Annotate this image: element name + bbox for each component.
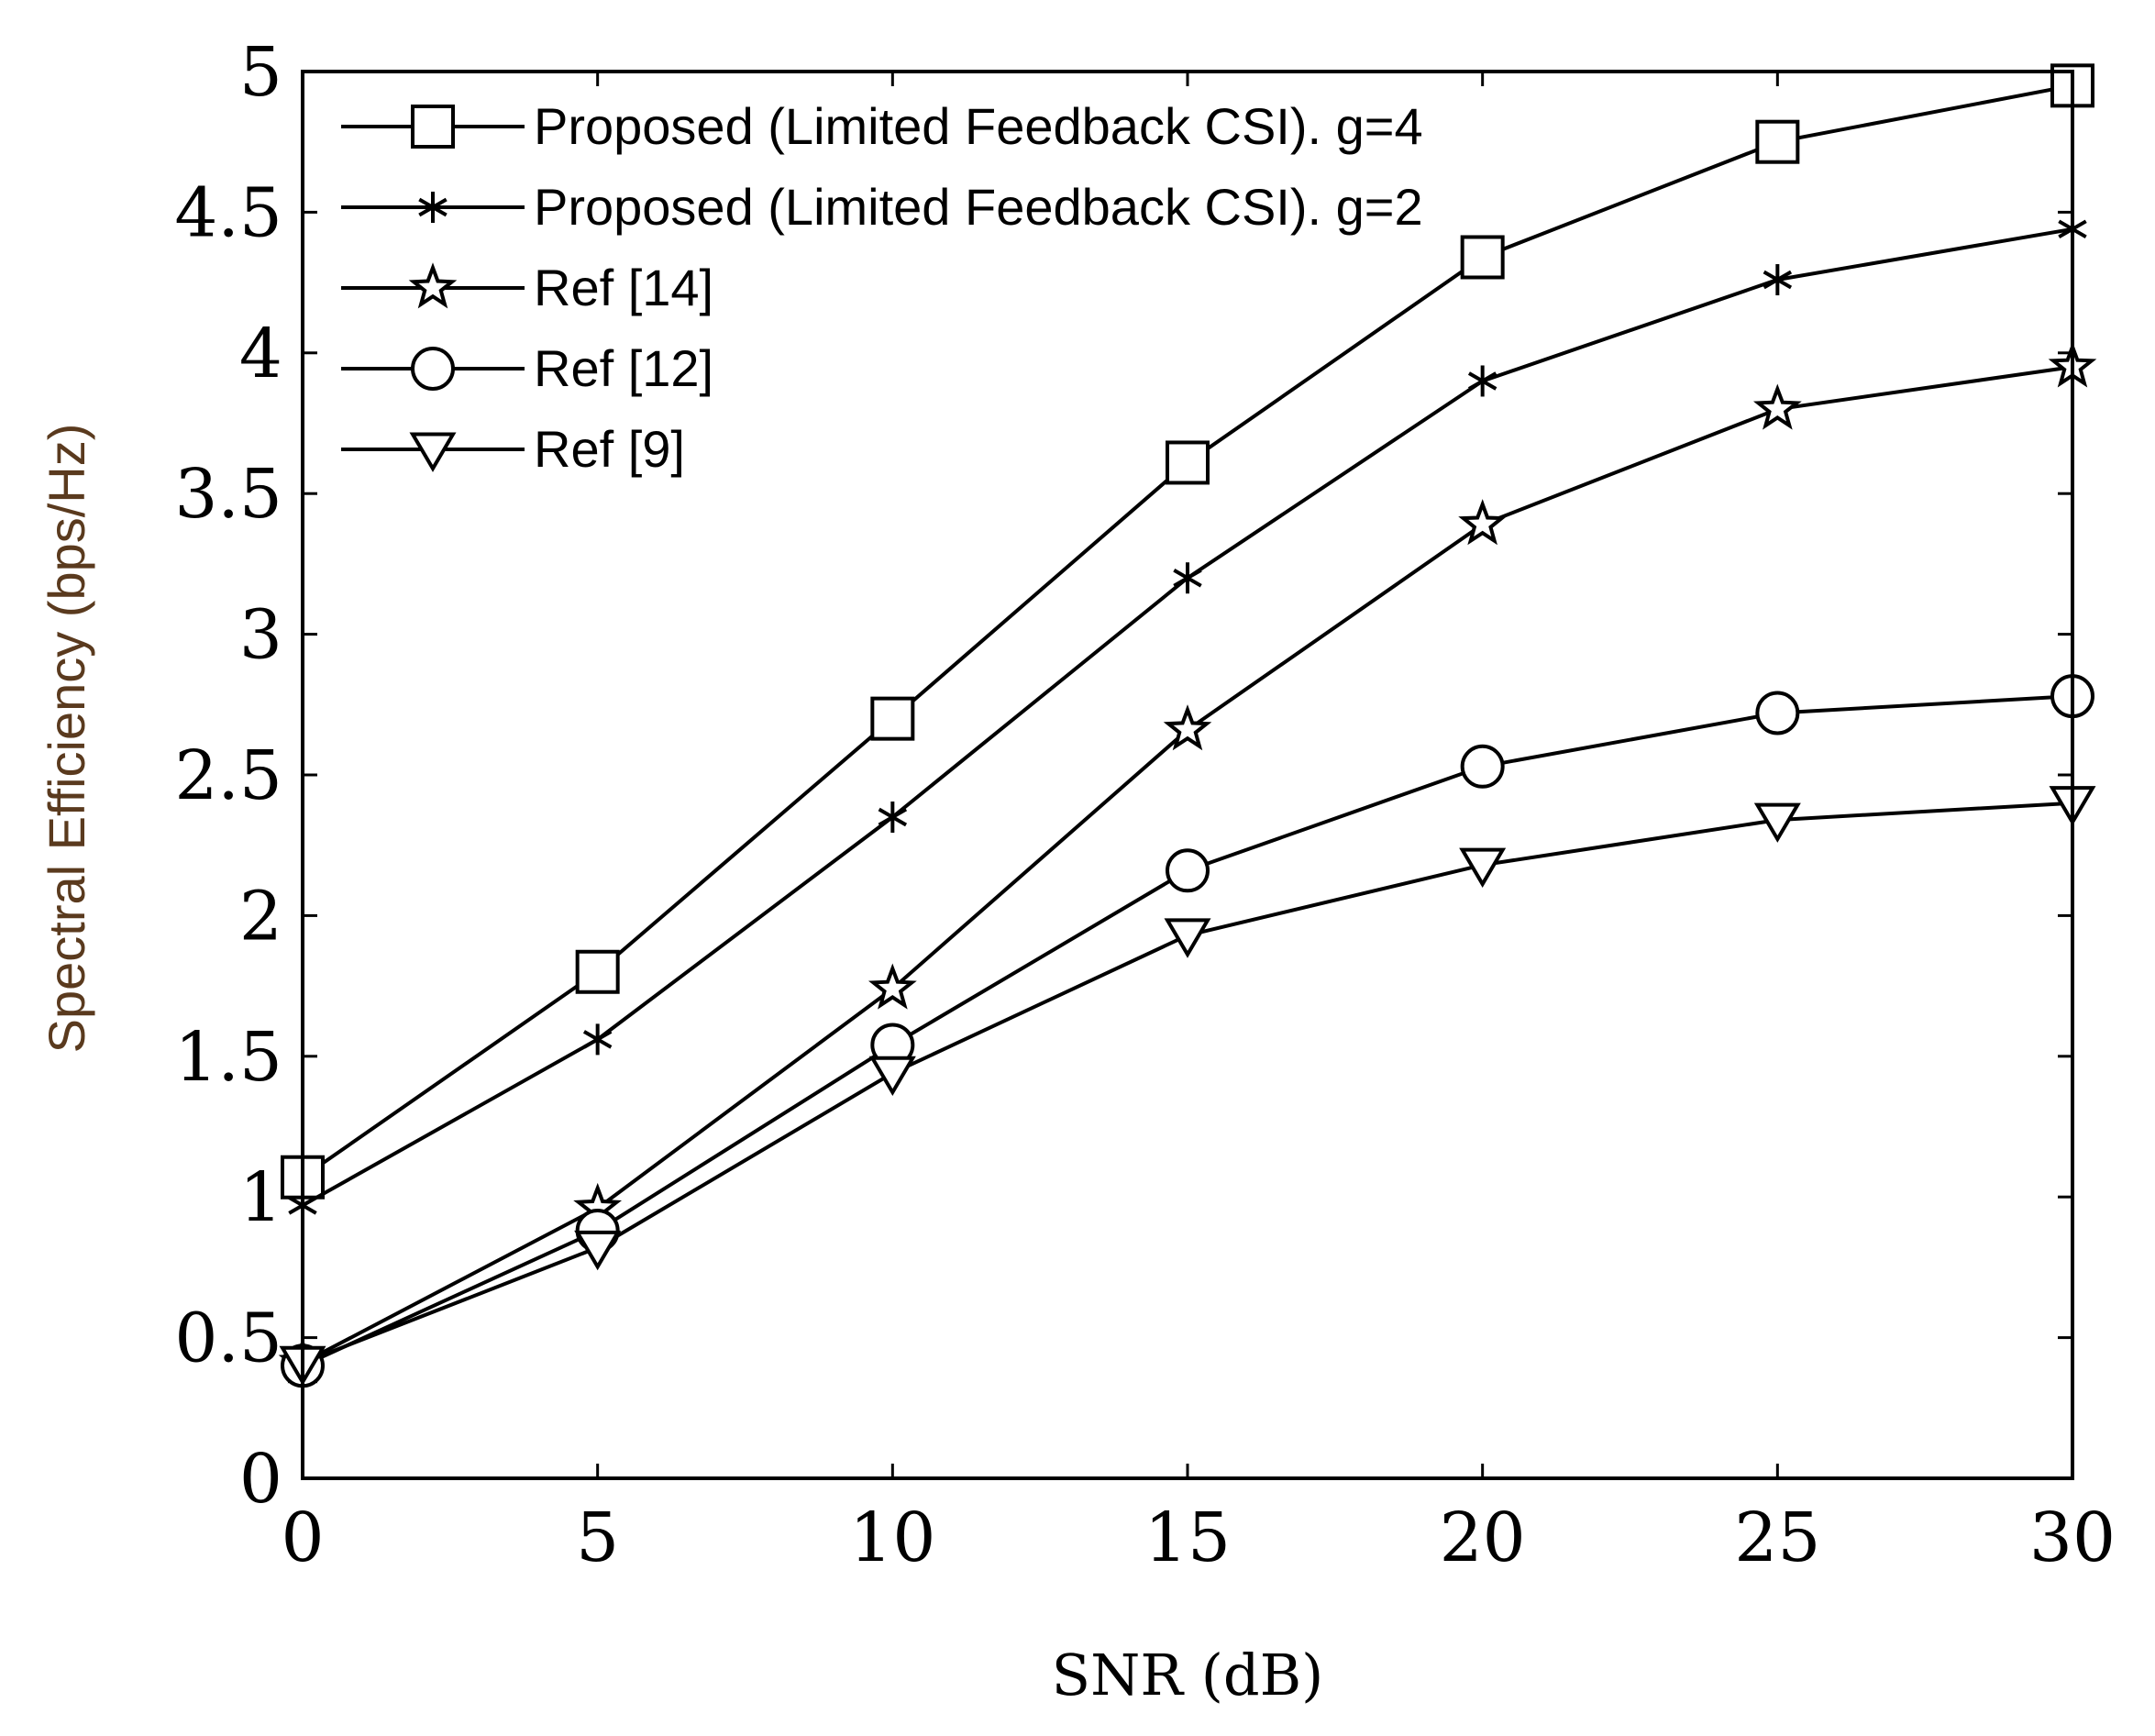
y-tick-label: 2.5 [174,736,282,815]
series-line [301,83,2073,1179]
circle-marker [1166,848,1210,893]
legend-label: Proposed (Limited Feedback CSI). g=4 [534,97,1423,155]
legend-item: Proposed (Limited Feedback CSI). g=2 [341,178,1423,236]
square-marker [575,949,620,994]
x-tick-labels: 0 5 10 15 20 25 30 [281,72,2116,1577]
asterisk-stroke [1467,371,1497,391]
triangle-marker [1753,802,1801,843]
triangle-marker [574,1230,622,1271]
y-tick-label: 1.5 [174,1018,282,1097]
star-marker [1458,499,1508,546]
y-tick-label: 5 [239,33,282,112]
plot-frame [301,70,2074,1480]
circle-marker [411,347,455,391]
triangle-marker [868,1056,916,1097]
legend-label: Ref [12] [534,339,713,397]
y-tick-label: 0.5 [174,1299,282,1378]
asterisk-stroke [1763,270,1793,290]
legend-item: Proposed (Limited Feedback CSI). g=4 [341,97,1423,155]
legend-item: Ref [14] [341,259,713,316]
legend-label: Ref [14] [534,259,713,316]
x-tick-label: 30 [2029,1498,2116,1577]
square-marker [870,696,915,741]
y-tick-label: 3.5 [174,455,282,534]
y-tick-label: 4.5 [174,173,282,252]
square-marker [1460,235,1505,280]
x-axis-label: SNR (dB) [1052,1642,1324,1708]
x-tick-label: 15 [1144,1498,1231,1577]
asterisk-marker [1763,264,1793,296]
star-marker [1752,383,1802,430]
y-axis-label: Spectral Efficiency (bps/Hz) [38,424,95,1054]
square-marker [1755,119,1800,164]
asterisk-marker [878,802,908,834]
square-marker [411,105,455,149]
legend-label: Ref [9] [534,420,685,478]
y-tick-label: 1 [239,1158,282,1237]
y-tick-labels: 0 0.5 1 1.5 2 2.5 3 3.5 4 4.5 5 [174,33,2072,1519]
asterisk-stroke [582,1030,613,1049]
y-tick-label: 4 [239,315,282,393]
legend-item: Ref [12] [341,339,713,397]
x-tick-label: 20 [1440,1498,1526,1577]
asterisk-stroke [418,197,448,217]
x-tick-label: 0 [281,1498,324,1577]
x-tick-label: 5 [576,1498,619,1577]
y-tick-label: 2 [239,877,282,956]
triangle-marker [1459,847,1507,889]
triangle-marker [1164,918,1211,958]
legend-label: Proposed (Limited Feedback CSI). g=2 [534,178,1423,236]
asterisk-stroke [878,807,908,827]
x-tick-label: 25 [1734,1498,1820,1577]
triangle-marker [409,432,457,472]
asterisk-marker [1173,562,1202,594]
y-tick-label: 0 [239,1440,282,1519]
star-marker [1163,704,1212,751]
star-marker [868,963,917,1010]
asterisk-marker [418,192,448,223]
asterisk-marker [582,1023,613,1056]
circle-marker [1460,744,1505,789]
asterisk-stroke [1173,569,1202,588]
legend-item: Ref [9] [341,420,685,478]
asterisk-marker [1467,365,1497,397]
series-line [302,694,2073,1368]
series-3 [281,674,2094,1388]
x-tick-label: 10 [849,1498,935,1577]
star-marker [408,262,458,309]
square-marker [1166,440,1210,485]
circle-marker [1755,691,1800,735]
legend: Proposed (Limited Feedback CSI). g=4 Prop… [341,97,1423,478]
y-tick-label: 3 [239,596,282,675]
